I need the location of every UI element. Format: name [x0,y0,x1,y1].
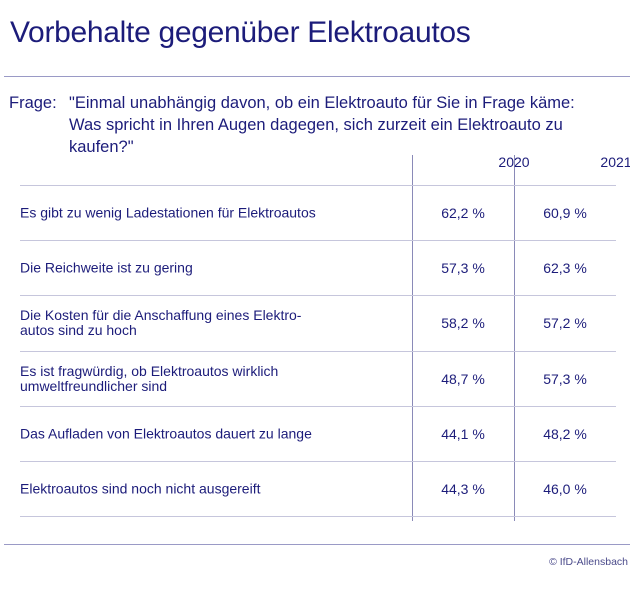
bottom-divider [4,544,630,545]
row-divider [20,461,616,462]
value-cell-2021: 48,2 % [543,425,587,442]
table-row: Es gibt zu wenig Ladestationen für Elekt… [20,185,630,240]
row-label: Elektroautos sind noch nicht ausgereift [20,480,261,496]
page-title: Vorbehalte gegenüber Elektroautos [10,16,471,49]
table-row: Das Aufladen von Elektroautos dauert zu … [20,406,630,461]
column-header-2021: 2021 [514,155,630,185]
row-divider [20,295,616,296]
question-text: "Einmal unabhängig davon, ob ein Elektro… [69,94,575,156]
row-label: Das Aufladen von Elektroautos dauert zu … [20,425,312,441]
results-table: 2020 2021 Es gibt zu wenig Ladestationen f… [20,155,630,521]
table-row: Es ist fragwürdig, ob Elektroautos wirkl… [20,351,630,406]
value-cell-2021: 60,9 % [543,204,587,221]
row-divider [20,406,616,407]
column-separator [514,155,515,521]
row-label: Es gibt zu wenig Ladestationen für Elekt… [20,204,316,220]
table-row: Die Kosten für die Anschaffung eines Ele… [20,295,630,350]
row-label: Die Kosten für die Anschaffung eines Ele… [20,306,302,338]
value-cell-2020: 57,3 % [441,259,485,276]
value-cell-2021: 62,3 % [543,259,587,276]
row-divider [20,185,616,186]
row-divider [20,516,616,517]
column-header-label: 2020 [498,154,530,170]
row-divider [20,240,616,241]
column-header-label: 2021 [600,154,630,170]
table-row: Elektroautos sind noch nicht ausgereift 4… [20,461,630,516]
source-credit: © IfD-Allensbach [549,556,628,568]
row-label: Die Reichweite ist zu gering [20,259,193,275]
row-divider [20,351,616,352]
row-label: Es ist fragwürdig, ob Elektroautos wirkl… [20,362,279,394]
value-cell-2020: 48,7 % [441,370,485,387]
question-label: Frage: [9,94,57,112]
value-cell-2020: 44,3 % [441,480,485,497]
value-cell-2021: 57,2 % [543,314,587,331]
value-cell-2021: 46,0 % [543,480,587,497]
column-header-2020: 2020 [412,155,529,185]
top-divider [4,76,630,77]
value-cell-2020: 44,1 % [441,425,485,442]
table-row: Die Reichweite ist zu gering 57,3 % 62,3 % [20,240,630,295]
column-separator [412,155,413,521]
value-cell-2021: 57,3 % [543,370,587,387]
value-cell-2020: 58,2 % [441,314,485,331]
value-cell-2020: 62,2 % [441,204,485,221]
